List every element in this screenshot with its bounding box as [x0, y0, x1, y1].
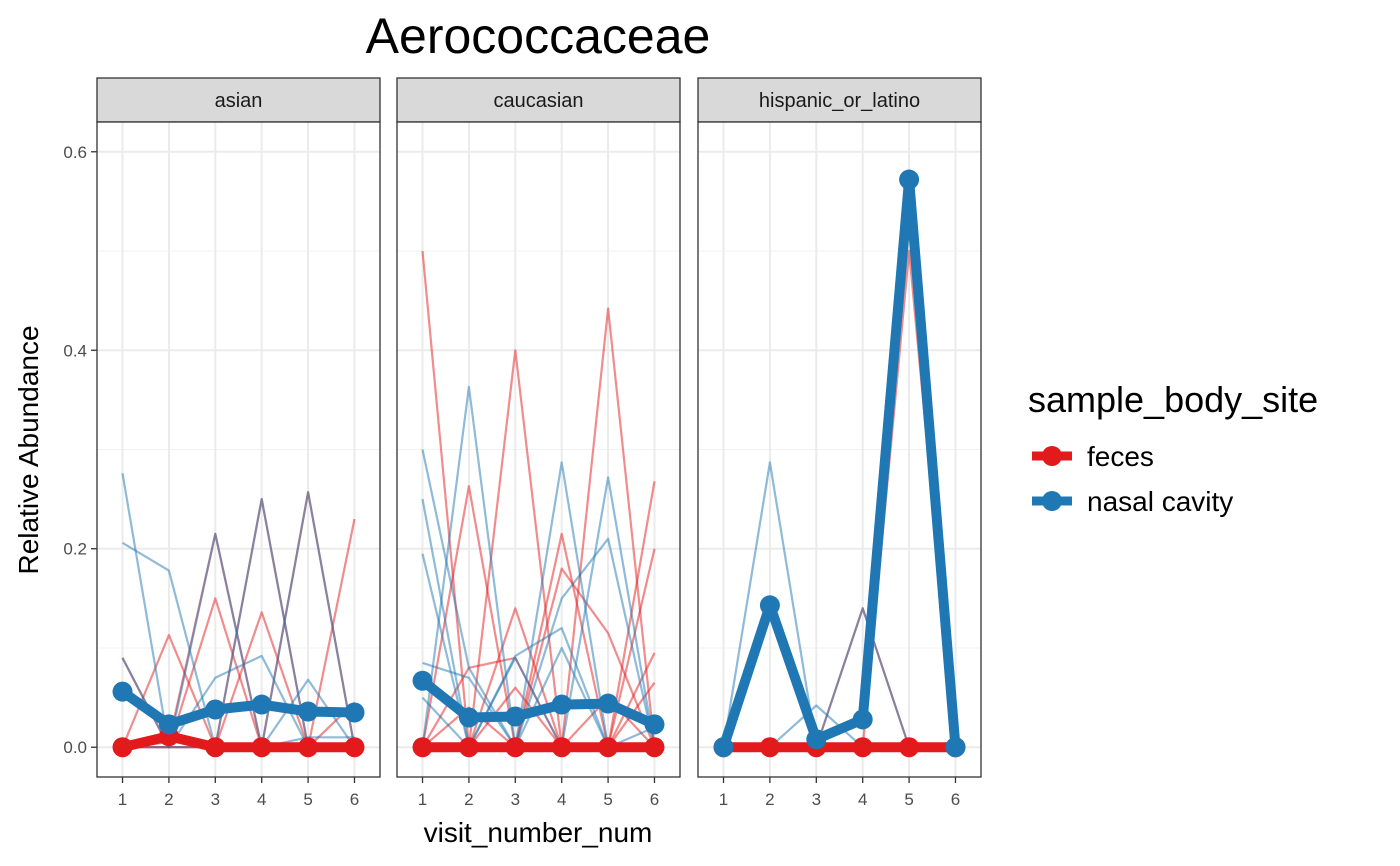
y-axis-title: Relative Abundance: [13, 325, 44, 574]
individual-line-nasal-cavity: [422, 537, 656, 749]
x-tick-label: 1: [418, 790, 427, 809]
mean-point-nasal-cavity: [344, 702, 365, 723]
mean-point-nasal-cavity: [458, 707, 479, 728]
y-tick-label: 0.0: [63, 738, 87, 757]
y-tick-label: 0.4: [63, 341, 87, 360]
mean-point-nasal-cavity: [112, 681, 133, 702]
legend-label: nasal cavity: [1087, 486, 1233, 517]
x-tick-label: 1: [719, 790, 728, 809]
x-axis-title: visit_number_num: [424, 817, 653, 848]
mean-point-feces: [251, 737, 272, 758]
mean-point-nasal-cavity: [412, 670, 433, 691]
mean-point-nasal-cavity: [551, 694, 572, 715]
mean-point-feces: [112, 737, 133, 758]
legend-entry-feces: feces: [1032, 441, 1154, 472]
x-tick-label: 3: [812, 790, 821, 809]
x-tick-label: 5: [603, 790, 612, 809]
mean-point-nasal-cavity: [759, 595, 780, 616]
facet-strip: [96, 77, 381, 123]
x-tick-label: 1: [118, 790, 127, 809]
mean-point-nasal-cavity: [158, 714, 179, 735]
y-tick-label: 0.6: [63, 143, 87, 162]
panel-border: [697, 121, 982, 778]
mean-point-nasal-cavity: [205, 699, 226, 720]
legend-key-point: [1042, 491, 1062, 511]
x-tick-label: 6: [951, 790, 960, 809]
mean-point-feces: [344, 737, 365, 758]
panel-border: [396, 121, 681, 778]
chart-title: Aerococcaceae: [366, 8, 711, 64]
y-tick-label: 0.2: [63, 540, 87, 559]
mean-point-feces: [298, 737, 319, 758]
mean-point-feces: [412, 737, 433, 758]
legend-entry-nasal-cavity: nasal cavity: [1032, 486, 1233, 517]
legend-title: sample_body_site: [1028, 379, 1318, 420]
mean-point-feces: [205, 737, 226, 758]
mean-point-nasal-cavity: [806, 729, 827, 750]
mean-line-nasal-cavity: [718, 174, 961, 753]
mean-point-feces: [759, 737, 780, 758]
facet-asian: asian 1 2 3 4 5 6: [96, 77, 381, 809]
x-tick-label: 4: [557, 790, 566, 809]
legend-key-point: [1042, 446, 1062, 466]
mean-point-nasal-cavity: [298, 701, 319, 722]
legend-label: feces: [1087, 441, 1154, 472]
legend: sample_body_site feces nasal cavity: [1028, 379, 1318, 517]
facet-strip-label: hispanic_or_latino: [759, 90, 920, 112]
facet-strip-label: asian: [215, 90, 263, 112]
mean-point-feces: [458, 737, 479, 758]
mean-point-feces: [551, 737, 572, 758]
x-tick-label: 6: [650, 790, 659, 809]
mean-point-feces: [899, 737, 920, 758]
mean-point-nasal-cavity: [505, 706, 526, 727]
mean-point-nasal-cavity: [713, 737, 734, 758]
x-tick-label: 2: [765, 790, 774, 809]
mean-point-feces: [644, 737, 665, 758]
facet-strip: [697, 77, 982, 123]
panel-border: [96, 121, 381, 778]
x-tick-label: 4: [257, 790, 266, 809]
x-tick-label: 3: [211, 790, 220, 809]
mean-point-nasal-cavity: [251, 694, 272, 715]
mean-point-feces: [505, 737, 526, 758]
mean-point-nasal-cavity: [852, 709, 873, 730]
x-tick-label: 2: [164, 790, 173, 809]
x-tick-label: 5: [303, 790, 312, 809]
x-tick-label: 3: [511, 790, 520, 809]
mean-point-feces: [598, 737, 619, 758]
mean-point-nasal-cavity: [644, 714, 665, 735]
facet-caucasian: caucasian 1 2 3 4 5 6: [396, 77, 681, 809]
x-tick-label: 2: [464, 790, 473, 809]
x-tick-label: 6: [350, 790, 359, 809]
mean-point-feces: [852, 737, 873, 758]
facet-strip: [396, 77, 681, 123]
x-tick-label: 5: [904, 790, 913, 809]
x-tick-label: 4: [858, 790, 867, 809]
y-axis: 0.0 0.2 0.4 0.6: [63, 143, 97, 757]
mean-point-nasal-cavity: [945, 737, 966, 758]
facet-strip-label: caucasian: [493, 90, 583, 112]
mean-point-nasal-cavity: [899, 169, 920, 190]
mean-point-nasal-cavity: [598, 693, 619, 714]
facet-hispanic_or_latino: hispanic_or_latino 1 2 3 4 5 6: [697, 77, 982, 809]
